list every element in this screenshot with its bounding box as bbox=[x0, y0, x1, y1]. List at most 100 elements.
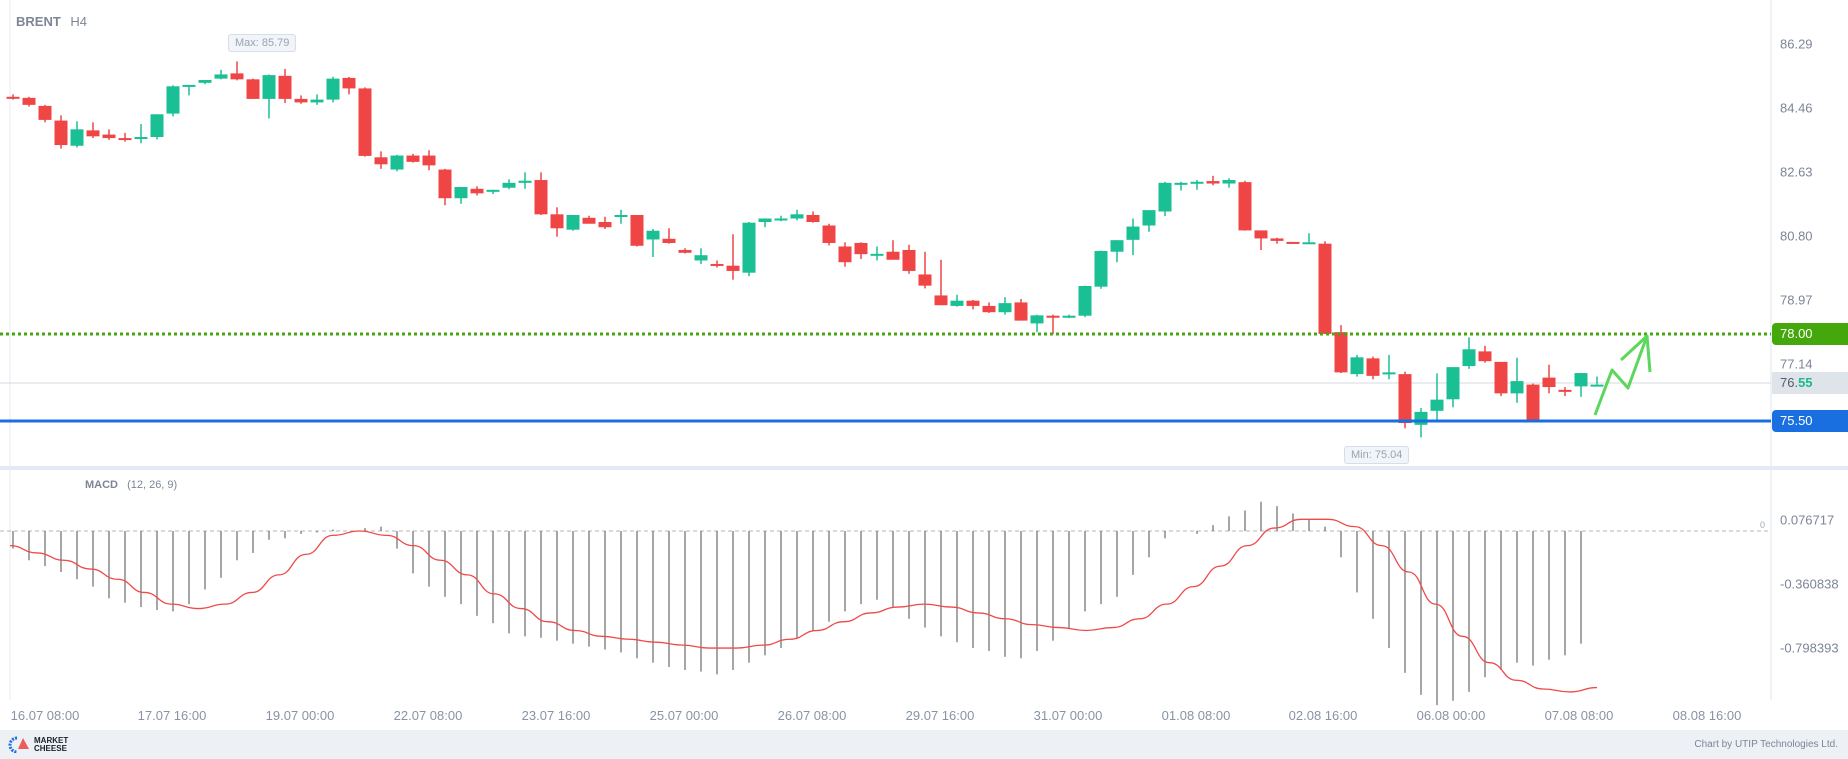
current-price-int: 76. bbox=[1780, 375, 1799, 390]
candle-body bbox=[454, 187, 468, 199]
candle-body bbox=[614, 215, 628, 218]
macd-tick-label: 0.076717 bbox=[1780, 512, 1835, 528]
candle-body bbox=[662, 238, 676, 243]
candle-body bbox=[982, 305, 996, 313]
candle-body bbox=[486, 189, 500, 192]
candle-body bbox=[1350, 357, 1364, 375]
candle-body bbox=[822, 225, 836, 243]
candle-body bbox=[1094, 251, 1108, 287]
time-tick-label: 16.07 08:00 bbox=[10, 708, 80, 723]
candle-body bbox=[310, 99, 324, 103]
candle-body bbox=[1190, 181, 1204, 184]
candle-body bbox=[390, 155, 404, 170]
candle-body bbox=[150, 114, 164, 138]
candle-body bbox=[902, 249, 916, 271]
candle-body bbox=[438, 169, 452, 199]
time-tick-label: 22.07 08:00 bbox=[393, 708, 463, 723]
candle-body bbox=[1158, 182, 1172, 212]
price-tick-label: 84.46 bbox=[1780, 100, 1813, 116]
candle-body bbox=[598, 221, 612, 228]
candle-body bbox=[1334, 332, 1348, 373]
time-tick-label: 31.07 00:00 bbox=[1033, 708, 1103, 723]
price-tick-label: 80.80 bbox=[1780, 228, 1813, 244]
candle-body bbox=[886, 251, 900, 260]
candle-body bbox=[646, 230, 660, 240]
candle-body bbox=[1046, 315, 1060, 318]
current-price-dec: 55 bbox=[1798, 375, 1813, 390]
candle-body bbox=[950, 300, 964, 306]
candle-body bbox=[1382, 372, 1396, 375]
candle-body bbox=[1366, 358, 1380, 376]
time-tick-label: 17.07 16:00 bbox=[137, 708, 207, 723]
candle-body bbox=[326, 78, 340, 100]
candle-body bbox=[1414, 411, 1428, 425]
candle-body bbox=[1142, 210, 1156, 226]
candle-body bbox=[774, 218, 788, 221]
candle-body bbox=[630, 215, 644, 246]
price-tick-label: 77.14 bbox=[1780, 356, 1813, 372]
candle-body bbox=[838, 246, 852, 263]
candle-body bbox=[694, 255, 708, 261]
candle-body bbox=[1286, 241, 1300, 244]
time-tick-label: 26.07 08:00 bbox=[777, 708, 847, 723]
price-tick-label: 82.63 bbox=[1780, 164, 1813, 180]
candle-body bbox=[262, 75, 276, 99]
candle-body bbox=[1446, 367, 1460, 400]
candle-body bbox=[1318, 243, 1332, 334]
candle-body bbox=[806, 215, 820, 222]
candle-body bbox=[534, 180, 548, 215]
candle-body bbox=[790, 214, 804, 219]
candle-body bbox=[1526, 384, 1540, 420]
candle-body bbox=[710, 263, 724, 266]
market-cheese-logo: MARKET CHEESE bbox=[8, 736, 68, 753]
resistance-level-badge[interactable]: 78.00 bbox=[1772, 323, 1848, 345]
candle-body bbox=[422, 155, 436, 166]
arrowhead-icon bbox=[1619, 334, 1652, 373]
candle-body bbox=[1254, 230, 1268, 239]
candle-body bbox=[566, 215, 580, 230]
candle-body bbox=[294, 98, 308, 103]
time-tick-label: 23.07 16:00 bbox=[521, 708, 591, 723]
min-tooltip: Min: 75.04 bbox=[1344, 446, 1410, 464]
candle-body bbox=[870, 253, 884, 256]
time-tick-label: 01.08 08:00 bbox=[1161, 708, 1231, 723]
candle-body bbox=[1542, 377, 1556, 388]
timeframe: H4 bbox=[70, 14, 88, 29]
candle-body bbox=[1430, 399, 1444, 411]
chart-area[interactable]: BRENT H4 Max: 85.79 Min: 75.04 86.29 84.4… bbox=[0, 0, 1848, 730]
candle-body bbox=[86, 130, 100, 137]
candle-body bbox=[342, 77, 356, 89]
macd-zero-label: 0 bbox=[1760, 520, 1766, 530]
candle-body bbox=[6, 96, 20, 99]
macd-title: MACD (12, 26, 9) bbox=[85, 479, 177, 491]
price-plot[interactable] bbox=[0, 0, 1848, 730]
time-tick-label: 08.08 16:00 bbox=[1672, 708, 1742, 723]
candle-body bbox=[22, 97, 36, 105]
max-tooltip: Max: 85.79 bbox=[228, 34, 297, 52]
candle-body bbox=[518, 180, 532, 183]
candle-body bbox=[1222, 180, 1236, 184]
logo-line1: MARKET bbox=[34, 735, 69, 745]
candle-body bbox=[998, 303, 1012, 313]
candle-body bbox=[934, 295, 948, 306]
candle-body bbox=[678, 249, 692, 253]
candle-body bbox=[118, 138, 132, 141]
candle-body bbox=[166, 86, 180, 114]
macd-tick-label: -0.798393 bbox=[1780, 640, 1839, 656]
candle-body bbox=[1206, 181, 1220, 184]
candle-body bbox=[854, 242, 868, 255]
candle-body bbox=[102, 134, 116, 139]
logo-icon bbox=[8, 736, 29, 753]
symbol: BRENT bbox=[16, 14, 61, 29]
candle-body bbox=[1174, 182, 1188, 185]
candle-body bbox=[470, 188, 484, 194]
time-tick-label: 25.07 00:00 bbox=[649, 708, 719, 723]
support-level-badge[interactable]: 75.50 bbox=[1772, 410, 1848, 432]
candle-body bbox=[38, 105, 52, 120]
candle-body bbox=[230, 73, 244, 80]
candle-body bbox=[246, 79, 260, 99]
candle-body bbox=[1478, 351, 1492, 362]
panel-separator[interactable] bbox=[0, 466, 1848, 470]
candle-body bbox=[1494, 361, 1508, 394]
price-tick-label: 86.29 bbox=[1780, 36, 1813, 52]
